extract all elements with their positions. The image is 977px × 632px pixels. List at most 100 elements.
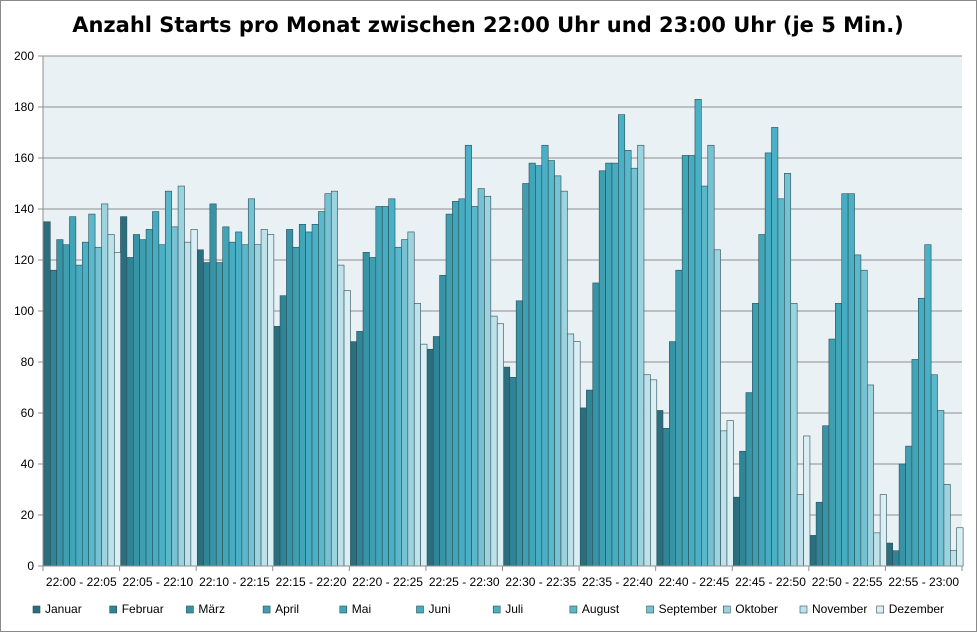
bar	[796, 494, 804, 567]
bar	[420, 343, 428, 567]
bar	[107, 234, 115, 567]
legend-swatch	[339, 605, 348, 614]
bar	[145, 229, 153, 567]
bar	[637, 144, 645, 567]
y-tick-label: 120	[14, 253, 34, 267]
bar	[701, 185, 709, 567]
y-tick-label: 80	[21, 355, 35, 369]
bar	[471, 206, 479, 567]
bar	[164, 190, 172, 567]
bar	[790, 303, 798, 567]
bar	[426, 348, 434, 567]
bar	[298, 224, 306, 567]
x-tick-label: 22:40 - 22:45	[659, 575, 730, 589]
bar	[681, 155, 689, 567]
bar	[394, 246, 402, 567]
legend-swatch	[492, 605, 501, 614]
bar	[235, 231, 243, 567]
y-tick-label: 140	[14, 202, 34, 216]
bar	[215, 262, 223, 567]
legend-swatch	[646, 605, 654, 614]
bar	[337, 264, 345, 567]
legend-swatch	[262, 605, 271, 614]
bar	[343, 290, 351, 567]
bar	[101, 203, 109, 567]
bar	[573, 341, 581, 567]
bar	[650, 379, 658, 567]
bar	[49, 269, 57, 567]
bar	[484, 195, 492, 567]
bar	[120, 216, 128, 567]
bar	[618, 114, 626, 567]
plot-area: 0 20 40 60 80 100 120 140 160 180 200 22:00 - 22:05…	[14, 49, 964, 589]
bar	[630, 167, 638, 567]
bar	[579, 407, 587, 567]
bar	[432, 336, 440, 567]
bar	[152, 211, 160, 567]
y-tick-label: 180	[14, 100, 34, 114]
bar	[177, 185, 185, 567]
bar	[586, 389, 594, 567]
legend-label: Juni	[429, 602, 451, 616]
bar	[458, 198, 466, 567]
bar	[879, 494, 887, 567]
x-tick-label: 22:00 - 22:05	[46, 575, 117, 589]
legend-swatch	[876, 605, 885, 614]
bar	[401, 239, 409, 567]
bar	[835, 303, 843, 567]
bar	[279, 295, 287, 567]
y-tick-label: 40	[21, 457, 35, 471]
bar	[132, 234, 140, 567]
bar	[732, 496, 740, 567]
bar	[381, 206, 389, 567]
bar	[886, 542, 894, 567]
bar	[158, 244, 166, 567]
bar	[222, 226, 230, 567]
bar	[739, 450, 747, 567]
bar	[445, 213, 453, 567]
bar	[260, 229, 268, 567]
bar	[75, 264, 83, 567]
bar	[88, 213, 96, 567]
bar	[311, 224, 319, 567]
bar	[62, 244, 70, 567]
bar	[758, 234, 766, 567]
legend-label: Mai	[352, 602, 371, 616]
bar	[892, 550, 900, 567]
bar	[184, 241, 192, 567]
bar	[950, 550, 958, 567]
bar	[598, 170, 606, 567]
bar	[267, 234, 275, 567]
bar	[694, 99, 702, 567]
bar	[196, 249, 204, 567]
bar	[318, 211, 326, 567]
bar	[113, 252, 121, 567]
bar	[330, 190, 338, 567]
legend-label: März	[198, 602, 225, 616]
bar	[139, 239, 147, 567]
bar	[547, 160, 555, 567]
bar	[56, 239, 64, 567]
legend: Januar Februar März April Mai Juni Juli August S…	[32, 602, 944, 616]
legend-swatch	[569, 605, 578, 614]
bar	[209, 203, 217, 567]
x-tick-label: 22:10 - 22:15	[199, 575, 270, 589]
bar	[669, 341, 677, 567]
bar	[911, 359, 919, 567]
bar	[375, 206, 383, 567]
bar	[930, 374, 938, 567]
bar	[656, 410, 664, 567]
legend-label: September	[659, 602, 718, 616]
legend-label: Oktober	[735, 602, 778, 616]
bar	[720, 430, 728, 567]
x-tick-label: 22:20 - 22:25	[352, 575, 423, 589]
bar	[956, 527, 964, 567]
bar	[847, 193, 855, 567]
bar	[541, 144, 549, 567]
bar	[305, 231, 313, 567]
y-tick-label: 0	[27, 559, 34, 573]
bar	[873, 532, 881, 567]
bar	[937, 410, 945, 567]
bar	[407, 231, 415, 567]
